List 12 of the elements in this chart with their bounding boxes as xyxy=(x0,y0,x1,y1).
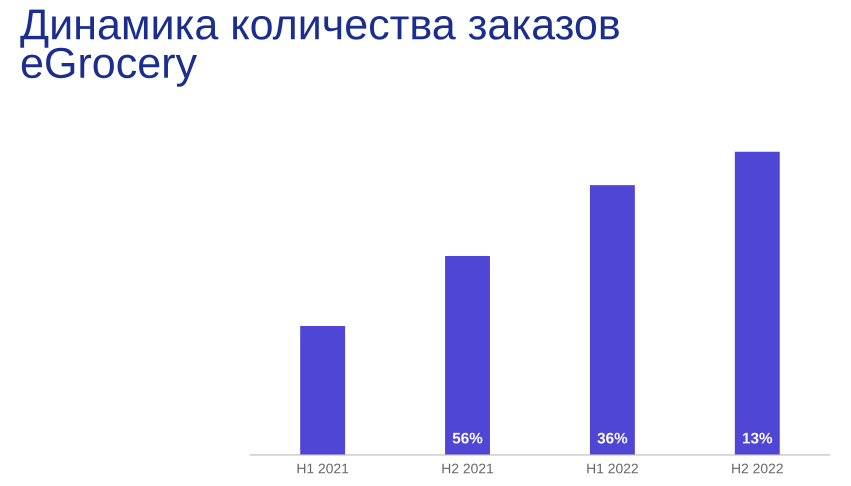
x-tick-label: H2 2022 xyxy=(732,464,783,474)
bar xyxy=(445,256,490,455)
x-tick-label: H2 2021 xyxy=(442,464,494,474)
x-tick-label: H1 2022 xyxy=(587,464,638,474)
annotation: 56% xyxy=(452,432,482,444)
chart-title: Динамика количества заказов eGrocery xyxy=(20,10,619,87)
bar xyxy=(300,326,346,455)
bar xyxy=(734,152,780,455)
x-tick-label: H1 2021 xyxy=(298,464,348,474)
annotation: 13% xyxy=(742,432,772,444)
bar xyxy=(590,185,635,455)
annotation: 36% xyxy=(597,432,628,444)
